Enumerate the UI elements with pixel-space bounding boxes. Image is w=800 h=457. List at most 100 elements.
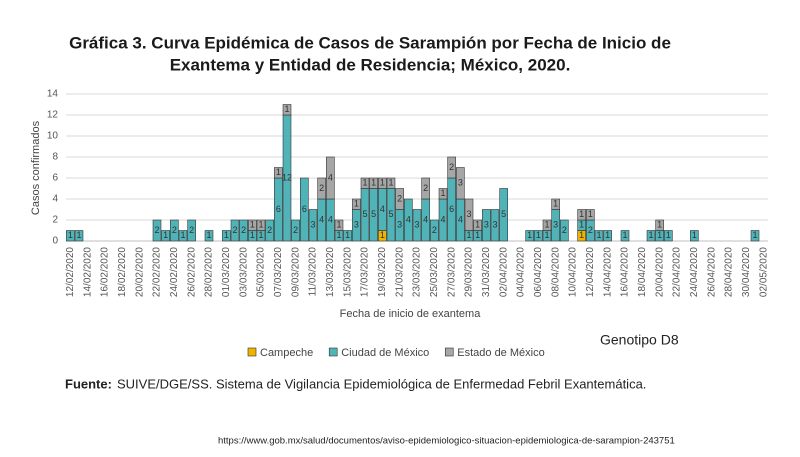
bar-segment [620, 230, 630, 242]
bar-segment [74, 230, 84, 242]
data-label: 1 [475, 230, 480, 240]
data-label: 1 [276, 167, 281, 177]
x-tick-label: 29/03/2020 [464, 247, 475, 297]
data-label: 1 [475, 220, 480, 230]
bar-segment [343, 230, 352, 242]
data-label: 3 [492, 220, 497, 230]
x-tick-label: 05/03/2020 [256, 247, 267, 297]
x-tick-label: 30/04/2020 [741, 247, 752, 297]
bar-segment [490, 209, 500, 242]
bar-segment [378, 177, 387, 189]
data-label: 1 [68, 230, 73, 240]
bar-segment [187, 219, 196, 242]
x-tick-label: 23/03/2020 [412, 247, 423, 297]
data-label: 1 [579, 220, 584, 230]
data-label: 6 [449, 204, 454, 214]
bar-segment [395, 188, 404, 210]
x-tick-label: 13/03/2020 [325, 247, 336, 297]
data-label: 1 [752, 230, 757, 240]
x-tick-label: 26/04/2020 [706, 247, 717, 297]
bar-segment [178, 230, 188, 242]
data-label: 1 [588, 209, 593, 219]
x-tick-label: 16/04/2020 [620, 247, 631, 297]
data-label: 6 [302, 204, 307, 214]
x-tick-label: 09/03/2020 [290, 247, 301, 297]
bar-segment [386, 177, 396, 189]
data-label: 1 [362, 178, 367, 188]
x-tick-label: 03/03/2020 [238, 247, 249, 297]
legend-label: Ciudad de México [341, 347, 429, 359]
data-label: 4 [458, 214, 463, 224]
y-tick-label: 2 [52, 215, 58, 226]
y-tick-label: 12 [47, 110, 59, 121]
x-axis-title: Fecha de inicio de exantema [340, 308, 482, 320]
bar-segment [230, 219, 240, 242]
bar-segment [525, 230, 534, 242]
bar-segment [66, 230, 75, 242]
data-label: 5 [388, 209, 393, 219]
data-label: 1 [579, 209, 584, 219]
x-tick-label: 20/02/2020 [134, 247, 145, 297]
bar-segment [482, 209, 491, 242]
x-tick-label: 06/04/2020 [533, 247, 544, 297]
bar-segment [421, 177, 430, 200]
bar-segment [646, 230, 656, 242]
data-label: 1 [345, 230, 350, 240]
x-tick-label: 07/03/2020 [273, 247, 284, 297]
bar-segment [170, 219, 179, 242]
data-label: 2 [449, 162, 454, 172]
bar-segment [750, 230, 760, 242]
x-tick-label: 17/03/2020 [360, 247, 371, 297]
bar-segment [265, 219, 274, 242]
bar-segment [456, 167, 465, 200]
x-tick-label: 02/04/2020 [498, 247, 509, 297]
annotation: Genotipo D8 [600, 332, 679, 348]
y-tick-label: 0 [52, 236, 58, 247]
source-text: SUIVE/DGE/SS. Sistema de Vigilancia Epid… [117, 376, 646, 391]
data-label: 4 [406, 214, 411, 224]
bar-segment [282, 104, 292, 116]
x-tick-label: 08/04/2020 [550, 247, 561, 297]
y-tick-label: 6 [52, 173, 58, 184]
data-label: 5 [501, 209, 506, 219]
x-tick-label: 25/03/2020 [429, 247, 440, 297]
data-label: 3 [466, 209, 471, 219]
y-tick-label: 14 [47, 89, 59, 100]
bar-segment [542, 219, 552, 231]
bar-segment [161, 230, 170, 242]
x-tick-label: 14/02/2020 [82, 247, 93, 297]
bar-segment [239, 219, 248, 242]
bar-segment [655, 219, 664, 231]
data-label: 2 [397, 193, 402, 203]
bar-segment [256, 219, 266, 231]
x-tick-label: 19/03/2020 [377, 247, 388, 297]
data-label: 12 [282, 172, 292, 182]
bar-segment [690, 230, 699, 242]
bar-segment [473, 219, 482, 231]
data-label: 4 [319, 214, 324, 224]
bar-segment [317, 177, 326, 200]
data-label: 1 [258, 220, 263, 230]
data-label: 1 [527, 230, 532, 240]
data-label: 1 [250, 230, 255, 240]
bar-segment [334, 219, 344, 231]
x-tick-label: 26/02/2020 [186, 247, 197, 297]
bar-segment [412, 209, 422, 242]
data-label: 1 [354, 199, 359, 209]
data-label: 4 [380, 204, 385, 214]
data-label: 3 [397, 220, 402, 230]
data-label: 1 [224, 230, 229, 240]
data-label: 1 [284, 104, 289, 114]
data-label: 2 [588, 225, 593, 235]
data-label: 1 [605, 230, 610, 240]
bar-segment [369, 177, 378, 189]
data-label: 1 [622, 230, 627, 240]
data-label: 1 [380, 230, 385, 240]
data-label: 1 [692, 230, 697, 240]
data-label: 2 [423, 183, 428, 193]
bar-segment [447, 156, 456, 179]
bar-segment [360, 177, 370, 189]
data-label: 4 [423, 214, 428, 224]
data-label: 1 [258, 230, 263, 240]
